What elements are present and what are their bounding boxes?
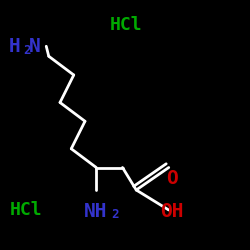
- Text: OH: OH: [160, 202, 184, 221]
- Text: 2: 2: [23, 44, 31, 57]
- Text: 2: 2: [111, 208, 118, 222]
- Text: N: N: [29, 37, 40, 56]
- Text: HCl: HCl: [110, 16, 142, 34]
- Text: NH: NH: [84, 202, 107, 221]
- Text: O: O: [166, 169, 178, 188]
- Text: H: H: [9, 37, 20, 56]
- Text: HCl: HCl: [10, 201, 42, 219]
